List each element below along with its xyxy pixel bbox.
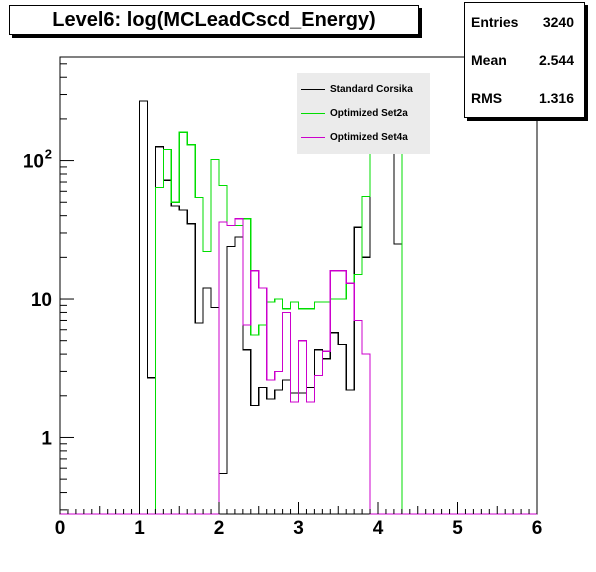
legend: Standard Corsika Optimized Set2a Optimiz… bbox=[297, 73, 430, 154]
stat-value-entries: 3240 bbox=[542, 14, 574, 30]
stat-value-mean: 2.544 bbox=[538, 52, 574, 68]
x-tick-label: 0 bbox=[55, 518, 66, 539]
chart-title: Level6: log(MCLeadCscd_Energy) bbox=[52, 8, 376, 31]
legend-label-optimized-set4a: Optimized Set4a bbox=[330, 132, 408, 144]
stats-box: Entries 3240 Mean 2.544 RMS 1.316 bbox=[464, 2, 585, 118]
legend-label-standard-corsika: Standard Corsika bbox=[330, 83, 413, 95]
stat-row-rms: RMS 1.316 bbox=[471, 90, 574, 106]
series-line-optimized-set4a bbox=[60, 218, 537, 515]
legend-entry-standard-corsika: Standard Corsika bbox=[297, 84, 430, 95]
y-tick-label: 10 bbox=[23, 152, 44, 173]
stat-row-mean: Mean 2.544 bbox=[471, 52, 574, 68]
stat-row-entries: Entries 3240 bbox=[471, 14, 574, 30]
stat-label-entries: Entries bbox=[471, 14, 519, 30]
legend-swatch-standard-corsika bbox=[301, 88, 325, 90]
y-tick-label: 10 bbox=[31, 290, 52, 311]
stat-value-rms: 1.316 bbox=[538, 90, 574, 106]
x-tick-label: 1 bbox=[134, 518, 145, 539]
x-tick-label: 4 bbox=[373, 518, 384, 539]
legend-entry-optimized-set4a: Optimized Set4a bbox=[297, 132, 430, 143]
y-tick-exponent: 2 bbox=[45, 147, 52, 162]
x-tick-label: 2 bbox=[214, 518, 225, 539]
legend-swatch-optimized-set4a bbox=[301, 137, 325, 139]
series-line-standard-corsika bbox=[60, 100, 537, 515]
legend-label-optimized-set2a: Optimized Set2a bbox=[330, 107, 408, 119]
stat-label-rms: RMS bbox=[471, 90, 503, 106]
legend-swatch-optimized-set2a bbox=[301, 112, 325, 114]
x-tick-label: 6 bbox=[532, 518, 543, 539]
legend-entry-optimized-set2a: Optimized Set2a bbox=[297, 108, 430, 119]
histogram-series bbox=[60, 100, 537, 515]
x-tick-label: 5 bbox=[452, 518, 463, 539]
title-box: Level6: log(MCLeadCscd_Energy) bbox=[9, 5, 419, 35]
y-tick-label: 1 bbox=[41, 428, 52, 449]
x-tick-label: 3 bbox=[293, 518, 304, 539]
stat-label-mean: Mean bbox=[471, 52, 507, 68]
